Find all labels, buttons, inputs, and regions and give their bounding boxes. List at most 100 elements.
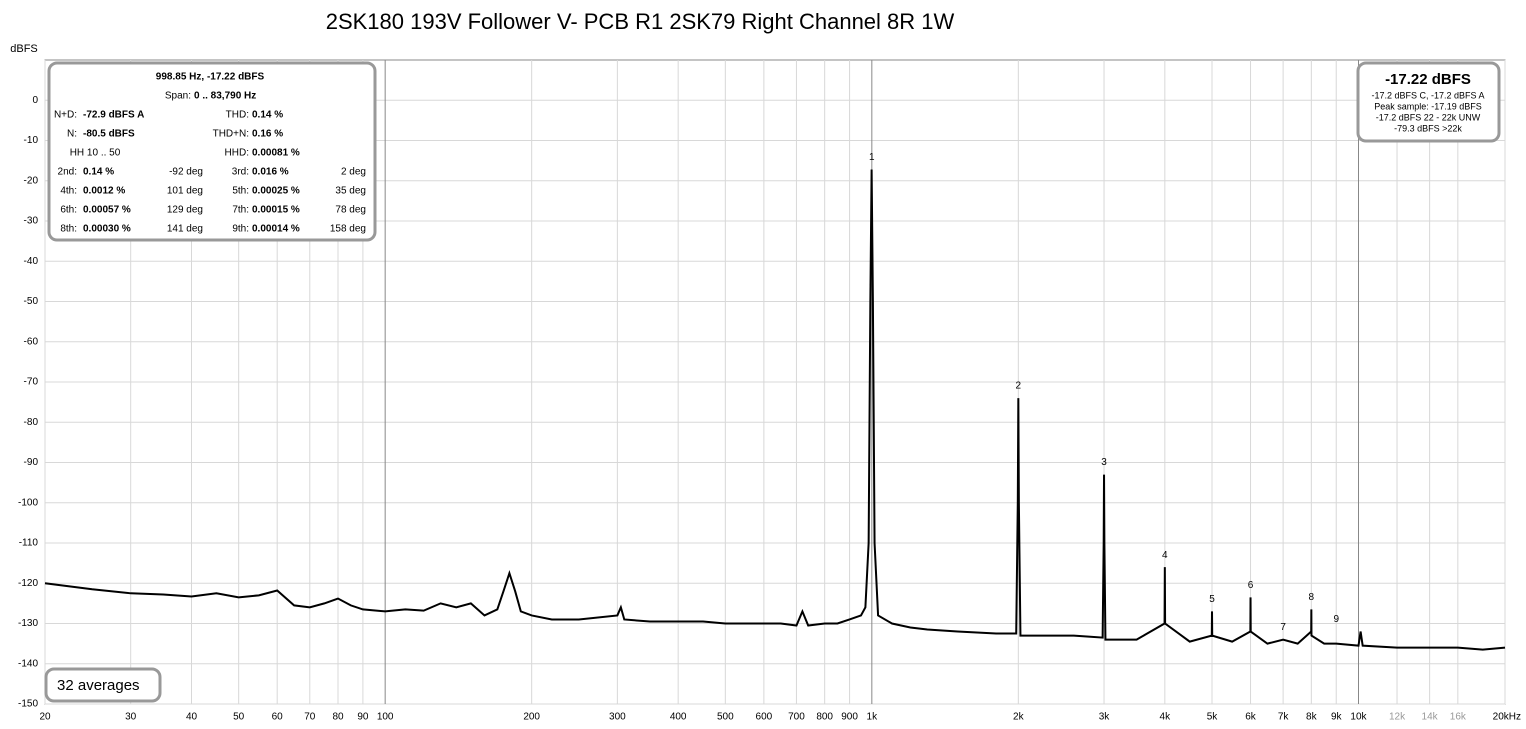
averages-label: 32 averages — [57, 677, 140, 694]
x-tick-label: 16k — [1450, 712, 1467, 723]
x-tick-label: 9k — [1331, 712, 1343, 723]
x-tick-label: 4k — [1160, 712, 1172, 723]
level-box — [1356, 61, 1501, 143]
harmonic-label: 8 — [1309, 592, 1315, 603]
info-cell: N+D: — [54, 110, 77, 121]
info-cell: -72.9 dBFS A — [83, 110, 144, 121]
x-tick-label: 100 — [377, 712, 394, 723]
info-cell: 0.14 % — [83, 167, 114, 178]
y-tick-label: -20 — [24, 175, 39, 186]
y-tick-label: -110 — [19, 538, 39, 549]
harmonic-label: 2 — [1016, 381, 1022, 392]
x-tick-label: 70 — [304, 712, 316, 723]
info-cell: 0.14 % — [252, 110, 283, 121]
x-tick-label: 10k — [1350, 712, 1367, 723]
info-cell: 0.00015 % — [252, 205, 300, 216]
info-cell: 158 deg — [330, 224, 366, 235]
x-tick-label: 5k — [1207, 712, 1219, 723]
x-tick-label: 600 — [756, 712, 773, 723]
y-tick-label: -150 — [18, 699, 38, 710]
info-cell: 8th: — [60, 224, 77, 235]
info-cell: 0.00030 % — [83, 224, 131, 235]
x-tick-label: 7k — [1278, 712, 1290, 723]
level-title: -17.22 dBFS — [1385, 71, 1471, 88]
info-cell: -80.5 dBFS — [83, 129, 135, 140]
info-cell: 5th: — [232, 186, 249, 197]
x-tick-label: 60 — [272, 712, 284, 723]
info-cell: THD: — [226, 110, 249, 121]
y-tick-label: -30 — [24, 216, 39, 227]
info-cell: 6th: — [60, 205, 77, 216]
info-cell: 7th: — [232, 205, 249, 216]
harmonic-label: 7 — [1280, 622, 1286, 633]
x-tick-label: 90 — [357, 712, 369, 723]
y-tick-label: -120 — [18, 578, 38, 589]
info-cell: 2 deg — [341, 167, 366, 178]
info-cell: 0.0012 % — [83, 186, 125, 197]
x-tick-label: 12k — [1389, 712, 1406, 723]
info-cell: N: — [67, 129, 77, 140]
x-tick-label: 500 — [717, 712, 734, 723]
x-tick-label: 50 — [233, 712, 245, 723]
y-tick-label: -90 — [24, 457, 39, 468]
x-tick-label: 20 — [39, 712, 51, 723]
info-cell: 0.00081 % — [252, 148, 300, 159]
info-cell: 0.016 % — [252, 167, 289, 178]
info-box — [47, 61, 377, 242]
x-tick-label: 8k — [1306, 712, 1318, 723]
info-cell: HHD: — [225, 148, 249, 159]
chart-title: 2SK180 193V Follower V- PCB R1 2SK79 Rig… — [326, 9, 955, 34]
info-span-label: Span: — [165, 91, 191, 102]
x-tick-label: 300 — [609, 712, 626, 723]
level-line: -79.3 dBFS >22k — [1394, 123, 1462, 133]
y-tick-label: -60 — [24, 336, 39, 347]
x-tick-label: 30 — [125, 712, 137, 723]
x-tick-label: 3k — [1099, 712, 1111, 723]
y-tick-label: -140 — [18, 658, 38, 669]
info-span: 0 .. 83,790 Hz — [194, 91, 256, 102]
info-cell: 2nd: — [58, 167, 77, 178]
x-tick-label: 200 — [523, 712, 540, 723]
info-cell: 101 deg — [167, 186, 203, 197]
level-line: -17.2 dBFS 22 - 22k UNW — [1376, 112, 1481, 122]
info-cell: 0.00057 % — [83, 205, 131, 216]
info-cell: 141 deg — [167, 224, 203, 235]
info-cell: HH 10 .. 50 — [70, 148, 121, 159]
x-tick-label: 900 — [841, 712, 858, 723]
y-tick-label: -40 — [24, 256, 39, 267]
info-cell: 4th: — [60, 186, 77, 197]
info-cell: 0.16 % — [252, 129, 283, 140]
y-tick-label: 0 — [32, 95, 38, 106]
info-cell: 9th: — [232, 224, 249, 235]
info-header: 998.85 Hz, -17.22 dBFS — [156, 72, 265, 83]
y-tick-label: -70 — [24, 377, 39, 388]
x-tick-label: 14k — [1422, 712, 1439, 723]
info-cell: 0.00025 % — [252, 186, 300, 197]
info-cell: THD+N: — [213, 129, 249, 140]
x-tick-label: 800 — [816, 712, 833, 723]
x-tick-label: 6k — [1245, 712, 1257, 723]
harmonic-label: 3 — [1101, 457, 1107, 468]
level-line: Peak sample: -17.19 dBFS — [1374, 101, 1482, 111]
harmonic-label: 9 — [1333, 614, 1339, 625]
averages-box — [44, 667, 162, 703]
info-cell: 3rd: — [232, 167, 249, 178]
info-cell: 129 deg — [167, 205, 203, 216]
spectrum-line — [44, 169, 1506, 651]
info-cell: 78 deg — [335, 205, 366, 216]
info-cell: 0.00014 % — [252, 224, 300, 235]
x-tick-label: 80 — [332, 712, 344, 723]
harmonic-label: 6 — [1248, 580, 1254, 591]
y-tick-label: -80 — [24, 417, 39, 428]
level-line: -17.2 dBFS C, -17.2 dBFS A — [1371, 90, 1484, 100]
info-cell: 35 deg — [335, 186, 366, 197]
y-tick-label: -130 — [18, 618, 38, 629]
y-tick-label: -10 — [24, 135, 39, 146]
x-tick-label: 20kHz — [1493, 712, 1521, 723]
x-tick-label: 700 — [788, 712, 805, 723]
x-tick-label: 2k — [1013, 712, 1025, 723]
harmonic-label: 5 — [1209, 594, 1215, 605]
y-tick-label: -50 — [24, 296, 39, 307]
